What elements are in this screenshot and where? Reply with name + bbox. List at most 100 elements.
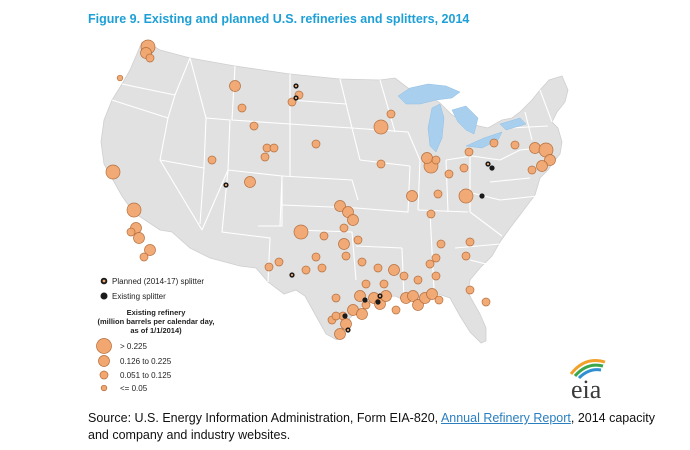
refinery-marker	[269, 143, 279, 153]
refinery-marker	[260, 152, 270, 162]
planned-splitter-marker-core	[290, 273, 294, 277]
legend-existing-splitter: Existing splitter	[100, 292, 166, 301]
existing-splitter-symbol	[100, 292, 108, 300]
refinery-marker	[388, 264, 400, 276]
existing-splitter-marker	[362, 297, 368, 303]
refinery-marker	[425, 259, 435, 269]
refinery-marker	[237, 103, 247, 113]
refinery-marker	[133, 232, 145, 244]
refinery-marker	[339, 223, 349, 233]
refinery-marker	[274, 257, 284, 267]
source-suffix: , 2014 capacity and company and industry…	[88, 411, 655, 442]
planned-splitter-marker-core	[486, 162, 490, 166]
refinery-marker	[510, 140, 520, 150]
refinery-marker	[426, 288, 438, 300]
legend-size-label-3: 0.051 to 0.125	[120, 371, 172, 380]
refinery-marker	[444, 169, 454, 179]
refinery-marker	[431, 155, 441, 165]
figure-title: Figure 9. Existing and planned U.S. refi…	[88, 12, 470, 26]
refinery-marker	[431, 271, 441, 281]
refinery-marker	[481, 297, 491, 307]
refinery-marker	[356, 308, 368, 320]
refinery-marker	[353, 235, 363, 245]
refinery-marker	[139, 252, 149, 262]
refinery-marker	[461, 251, 471, 261]
refinery-marker	[361, 279, 371, 289]
logo-arc-blue	[577, 368, 602, 380]
legend-existing-splitter-label: Existing splitter	[112, 292, 166, 301]
refinery-marker	[433, 189, 443, 199]
refinery-marker	[544, 154, 556, 166]
refinery-marker	[434, 295, 444, 305]
refinery-marker	[458, 188, 474, 204]
refinery-marker	[391, 305, 401, 315]
splitter-markers	[223, 83, 495, 333]
existing-splitter-marker	[479, 193, 485, 199]
planned-splitter-marker-core	[224, 183, 228, 187]
refinery-marker	[357, 257, 367, 267]
lake-erie	[465, 131, 503, 149]
planned-splitter-marker-core	[378, 294, 382, 298]
refinery-marker	[413, 275, 423, 285]
refinery-marker	[116, 74, 124, 82]
planned-splitter-marker-core	[294, 96, 298, 100]
refinery-marker	[386, 109, 396, 119]
legend-size-medium	[99, 370, 109, 380]
refinery-marker	[105, 164, 121, 180]
refinery-marker	[244, 176, 256, 188]
refinery-marker	[399, 271, 409, 281]
refinery-marker	[536, 160, 548, 172]
refinery-marker	[464, 147, 474, 157]
refinery-marker	[301, 265, 311, 275]
refinery-markers	[105, 39, 556, 340]
eia-logo: eia	[569, 359, 606, 402]
refinery-marker	[426, 209, 436, 219]
refinery-marker	[144, 244, 156, 256]
legend-refinery-date: as of 1/1/2014)	[130, 326, 182, 335]
refinery-marker	[287, 97, 297, 107]
legend-size-largest	[96, 338, 112, 354]
refinery-marker	[229, 80, 241, 92]
refinery-marker	[334, 328, 346, 340]
legend-size-large	[98, 355, 110, 367]
refinery-marker	[340, 318, 352, 330]
lake-ontario	[499, 117, 527, 131]
existing-splitter-marker	[342, 313, 348, 319]
legend-refinery-title: Existing refinery	[127, 308, 187, 317]
refinery-marker	[126, 202, 142, 218]
refinery-marker	[465, 237, 475, 247]
refinery-marker	[331, 311, 341, 321]
refinery-marker	[465, 285, 475, 295]
refinery-marker	[407, 290, 419, 302]
great-lakes	[397, 83, 527, 153]
planned-splitter-symbol-core	[102, 279, 106, 283]
source-prefix: Source: U.S. Energy Information Administ…	[88, 411, 441, 425]
refinery-marker	[249, 121, 259, 131]
refinery-marker	[331, 293, 341, 303]
refinery-marker	[338, 238, 350, 250]
logo-arc-orange	[569, 359, 606, 375]
annual-refinery-report-link[interactable]: Annual Refinery Report	[440, 411, 571, 425]
legend-size-label-1: > 0.225	[120, 342, 147, 351]
planned-splitter-marker-core	[294, 84, 298, 88]
refinery-marker	[145, 53, 155, 63]
logo-text: eia	[571, 375, 602, 402]
refinery-marker	[319, 231, 329, 241]
legend-size-small	[100, 384, 108, 392]
refinery-marker	[293, 224, 309, 240]
refinery-marker	[406, 190, 418, 202]
refinery-marker	[341, 251, 351, 261]
legend-size-label-4: <= 0.05	[120, 384, 148, 393]
refinery-marker	[264, 262, 274, 272]
refinery-marker	[412, 299, 424, 311]
logo-arc-green	[573, 363, 604, 378]
refinery-marker	[311, 139, 321, 149]
existing-splitter-marker	[489, 165, 495, 171]
source-note: Source: U.S. Energy Information Administ…	[88, 410, 678, 444]
lake-michigan	[427, 103, 445, 153]
refinery-marker	[311, 252, 321, 262]
refinery-marker	[347, 214, 359, 226]
refinery-marker	[373, 263, 383, 273]
